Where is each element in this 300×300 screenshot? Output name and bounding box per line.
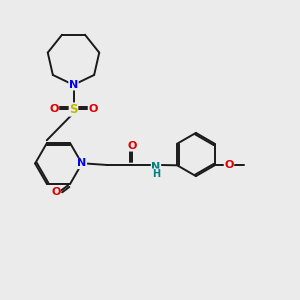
Text: S: S (69, 103, 78, 116)
Text: N: N (77, 158, 86, 169)
Text: O: O (88, 104, 98, 115)
Text: O: O (224, 160, 234, 170)
Text: N: N (69, 80, 78, 90)
Text: N: N (152, 162, 160, 172)
Text: H: H (152, 169, 160, 179)
Text: O: O (127, 141, 137, 151)
Text: O: O (51, 187, 61, 197)
Text: O: O (49, 104, 59, 115)
